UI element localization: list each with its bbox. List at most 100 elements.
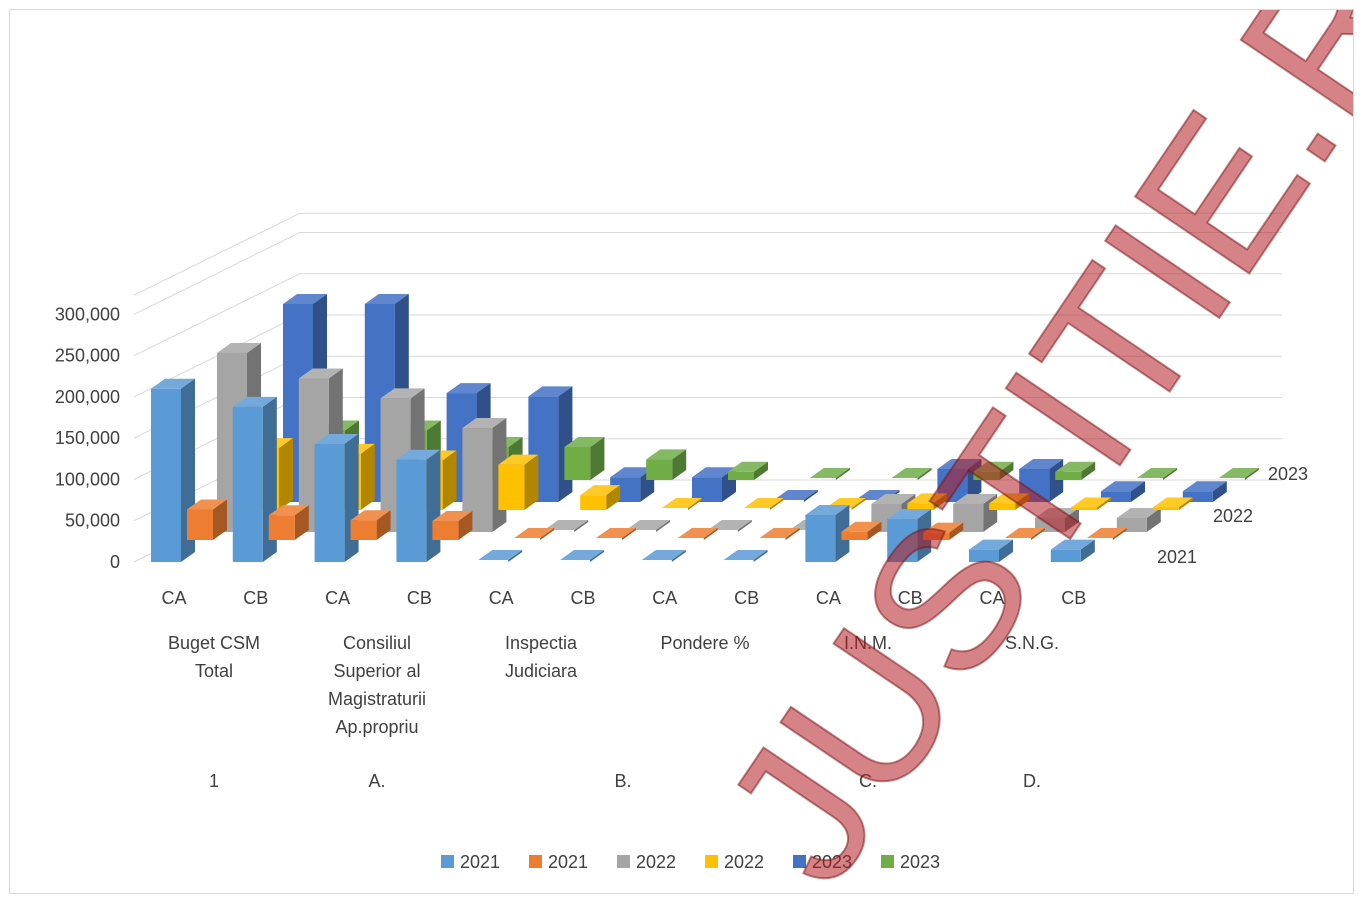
bar-front [907,503,934,510]
bar-top [989,493,1030,504]
bar-2021-CA [350,510,391,540]
bar-front [1050,549,1081,562]
bar-2023-CB [728,461,768,480]
bar-top [641,550,686,560]
bar-top [662,498,702,508]
bar-front [580,495,607,510]
bar-top [728,461,768,472]
bar-front [1101,491,1131,502]
legend-label: 2022 [636,852,676,872]
bar-2021-CB [759,528,800,540]
bar-top [1005,528,1045,538]
group-name-line: Buget CSM [168,633,260,653]
bar-top [759,528,800,538]
bar-top [498,454,539,465]
bar-2021-CA [841,521,882,540]
legend-item: 2023 [881,852,940,872]
bar-top [953,493,998,504]
legend-swatch [529,855,542,868]
bar-top [1116,507,1161,518]
x-tick-label: CB [898,588,923,608]
legend-swatch [793,855,806,868]
bar-side [590,436,605,480]
group-code: B. [614,771,631,791]
bar-side [753,550,768,562]
group-code: D. [1023,771,1041,791]
bar-top [364,293,409,304]
bar-top [478,550,523,560]
bar-top [1055,461,1096,472]
chart-plot: 0 50,000 100,000 150,000 200,000 250,000 300,0… [55,0,1360,898]
bar-side [769,498,784,510]
bar-side [1065,507,1079,532]
gridline-diagonal [133,232,301,315]
bar-side [1080,539,1095,562]
bar-side [917,468,932,480]
bar-side [803,490,818,502]
bar-2021-CB [596,528,636,540]
x-tick-label: CA [161,588,186,608]
bar-side [656,520,670,532]
group-code: C. [859,771,877,791]
group-name-line: S.N.G. [1005,633,1059,653]
bar-2021-CB [560,550,604,562]
bar-top [646,449,687,460]
bar-2021-CB [723,550,768,562]
x-tick-label: CA [816,588,841,608]
x-tick-label: CA [652,588,677,608]
bar-front [350,520,377,540]
bar-top [462,418,507,429]
bar-side [1015,493,1030,510]
bar-side [344,434,359,562]
bar-top [937,458,982,469]
x-tick-label: CB [570,588,595,608]
bar-side [294,505,309,540]
bar-front [268,515,295,540]
bar-side [851,498,866,510]
bar-top [1218,468,1259,478]
bar-side [360,443,375,510]
legend-label: 2022 [724,852,764,872]
bar-front [692,477,722,502]
bar-top [692,467,736,478]
bar-2021-CA [478,550,523,562]
bar-2021-CA [314,434,359,562]
legend-swatch [705,855,718,868]
bar-side [1244,468,1259,480]
group-name-line: Consiliul [343,633,411,653]
bar-2022-CB [498,454,539,510]
bar-2022-CB [1152,497,1193,510]
bar-2021-CB [1086,528,1127,540]
bar-front [498,464,525,510]
bar-side [524,454,539,510]
bar-top [528,386,573,397]
y-tick-label: 0 [110,552,120,572]
bar-top [707,520,752,530]
bar-top [432,511,473,522]
bar-side [1163,468,1177,480]
bar-2023-CB [891,468,932,480]
y-tick-label: 100,000 [55,469,120,489]
bar-top [446,383,491,394]
bar-side [606,485,621,510]
bar-top [298,368,343,379]
bar-side [458,511,473,540]
bar-top [891,468,932,478]
group-name-line: Pondere % [660,633,749,653]
bar-2021-CA [187,499,227,540]
gridline-diagonal [133,273,301,357]
bar-top [841,521,882,532]
bar-top [283,293,327,304]
depth-label: 2021 [1157,547,1197,567]
bar-2023-CA [773,490,818,502]
bar-front [1055,471,1082,480]
bar-side [703,528,718,540]
bar-side [1081,461,1096,480]
y-tick-label: 200,000 [55,387,120,407]
bar-top [380,388,425,399]
bar-front [564,446,591,480]
y-tick-label: 150,000 [55,428,120,448]
bar-top [560,550,604,560]
bar-top [187,499,227,510]
depth-label: 2023 [1268,464,1308,484]
